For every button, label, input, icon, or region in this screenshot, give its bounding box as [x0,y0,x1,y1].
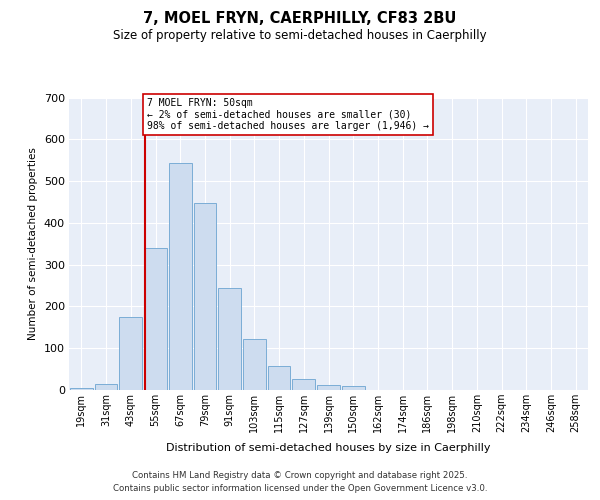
Bar [194,203,216,390]
Bar [119,317,142,390]
Bar [243,339,266,390]
Bar [317,385,340,390]
Bar [292,378,315,390]
Text: 7, MOEL FRYN, CAERPHILLY, CF83 2BU: 7, MOEL FRYN, CAERPHILLY, CF83 2BU [143,11,457,26]
Bar [218,288,241,390]
Text: Contains HM Land Registry data © Crown copyright and database right 2025.: Contains HM Land Registry data © Crown c… [132,471,468,480]
Bar [70,388,93,390]
Text: Contains public sector information licensed under the Open Government Licence v3: Contains public sector information licen… [113,484,487,493]
X-axis label: Distribution of semi-detached houses by size in Caerphilly: Distribution of semi-detached houses by … [166,444,491,454]
Text: Size of property relative to semi-detached houses in Caerphilly: Size of property relative to semi-detach… [113,29,487,42]
Y-axis label: Number of semi-detached properties: Number of semi-detached properties [28,148,38,340]
Bar [169,163,191,390]
Bar [144,248,167,390]
Bar [342,386,365,390]
Bar [95,384,118,390]
Bar [268,366,290,390]
Text: 7 MOEL FRYN: 50sqm
← 2% of semi-detached houses are smaller (30)
98% of semi-det: 7 MOEL FRYN: 50sqm ← 2% of semi-detached… [147,98,429,130]
